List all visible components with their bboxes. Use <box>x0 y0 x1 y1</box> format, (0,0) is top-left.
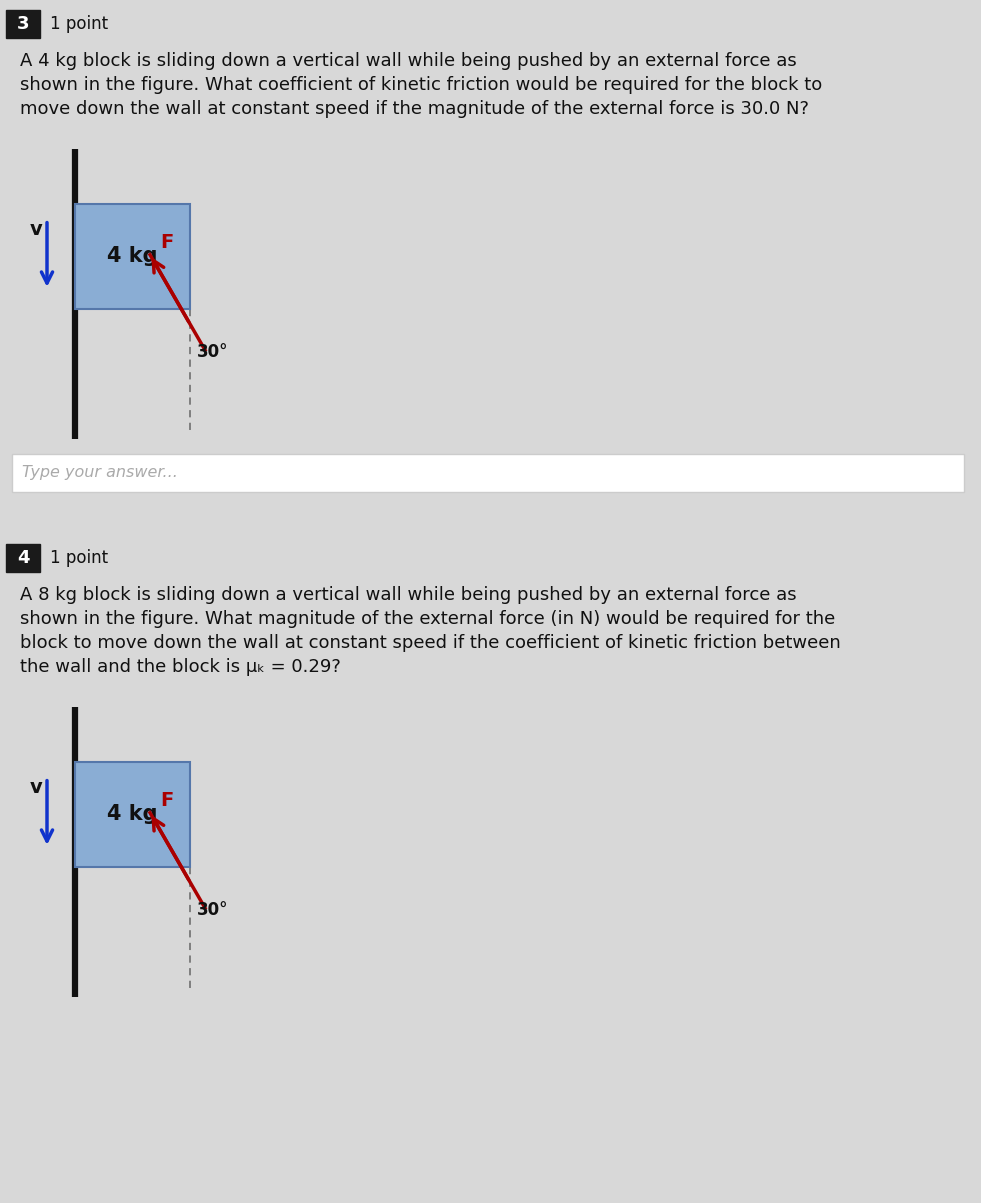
Bar <box>6 544 40 571</box>
Text: 4 kg: 4 kg <box>107 247 158 267</box>
Bar <box>75 205 190 309</box>
Text: the wall and the block is μₖ = 0.29?: the wall and the block is μₖ = 0.29? <box>20 658 340 676</box>
Bar <box>12 454 964 492</box>
Bar <box>75 761 190 867</box>
Text: F: F <box>160 232 174 251</box>
Text: move down the wall at constant speed if the magnitude of the external force is 3: move down the wall at constant speed if … <box>20 100 809 118</box>
Text: A 8 kg block is sliding down a vertical wall while being pushed by an external f: A 8 kg block is sliding down a vertical … <box>20 586 797 604</box>
Text: 4: 4 <box>17 549 29 567</box>
Text: A 4 kg block is sliding down a vertical wall while being pushed by an external f: A 4 kg block is sliding down a vertical … <box>20 52 797 70</box>
Text: shown in the figure. What coefficient of kinetic friction would be required for : shown in the figure. What coefficient of… <box>20 76 822 94</box>
Text: 30°: 30° <box>197 343 229 361</box>
Text: v: v <box>29 778 42 796</box>
Text: shown in the figure. What magnitude of the external force (in N) would be requir: shown in the figure. What magnitude of t… <box>20 610 835 628</box>
Text: 1 point: 1 point <box>50 14 108 32</box>
Text: Type your answer...: Type your answer... <box>22 466 178 480</box>
Text: 3: 3 <box>17 14 29 32</box>
Text: block to move down the wall at constant speed if the coefficient of kinetic fric: block to move down the wall at constant … <box>20 634 841 652</box>
Bar <box>6 10 40 38</box>
Text: v: v <box>29 220 42 238</box>
Text: 1 point: 1 point <box>50 549 108 567</box>
Text: 30°: 30° <box>197 901 229 919</box>
Text: F: F <box>160 790 174 810</box>
Text: 4 kg: 4 kg <box>107 805 158 824</box>
